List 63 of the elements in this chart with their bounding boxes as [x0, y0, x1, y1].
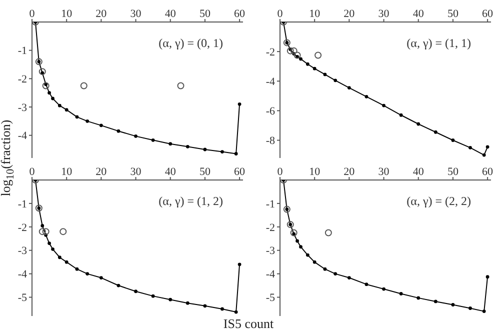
y-tick-label: -4: [18, 268, 28, 281]
point: [42, 82, 50, 90]
x-tick-label: 0: [277, 166, 284, 178]
y-tick-label: -2: [18, 222, 27, 234]
x-tick-label: 40: [164, 8, 176, 20]
y-tick-label: -1: [18, 45, 27, 58]
x-tick-label: 10: [309, 8, 321, 20]
line-series: [34, 180, 242, 314]
point: [80, 82, 88, 90]
x-tick-label: 50: [447, 8, 459, 20]
y-tick-label: -8: [266, 135, 276, 148]
x-tick-label: 40: [164, 166, 176, 178]
x-tick-label: 0: [277, 8, 284, 20]
point: [60, 228, 67, 236]
y-tick-label: -5: [266, 292, 276, 304]
x-tick-label: 30: [378, 166, 390, 178]
line-series: [282, 22, 490, 157]
annotation: (α, γ) = (1, 2): [158, 194, 223, 209]
x-axis-title: IS5 count: [222, 316, 275, 332]
x-tick-label: 30: [130, 8, 142, 20]
y-tick-label: -2: [18, 74, 27, 86]
x-tick-label: 60: [482, 166, 494, 178]
point: [38, 228, 46, 236]
x-tick-label: 50: [199, 166, 211, 178]
x-tick-label: 20: [96, 166, 108, 178]
y-tick-label: -2: [266, 46, 275, 58]
y-tick-label: -2: [266, 222, 275, 234]
x-tick-label: 30: [378, 8, 390, 20]
y-tick-label: -6: [266, 106, 276, 118]
y-tick-label: -4: [266, 268, 276, 281]
annotation: (α, γ) = (0, 1): [158, 36, 223, 51]
annotation: (α, γ) = (1, 1): [406, 36, 471, 51]
y-tick-label: -3: [18, 245, 28, 258]
x-tick-label: 10: [61, 8, 73, 20]
x-tick-label: 10: [309, 166, 321, 178]
x-tick-label: 0: [29, 8, 36, 20]
point: [324, 229, 332, 236]
y-tick-label: -1: [18, 198, 27, 210]
x-tick-label: 30: [130, 166, 142, 178]
x-tick-label: 20: [344, 166, 356, 178]
y-tick-label: -4: [266, 76, 276, 88]
x-tick-label: 40: [412, 166, 424, 178]
x-tick-label: 50: [199, 8, 211, 20]
y-tick-label: -3: [266, 245, 276, 258]
x-tick-label: 50: [447, 166, 459, 178]
x-tick-label: 20: [344, 8, 356, 20]
x-tick-label: 20: [96, 8, 108, 20]
point: [177, 82, 184, 90]
line-series: [34, 22, 242, 156]
annotation: (α, γ) = (2, 2): [406, 194, 471, 209]
x-tick-label: 60: [234, 8, 246, 20]
x-tick-label: 10: [61, 166, 73, 178]
x-tick-label: 60: [234, 166, 246, 178]
y-tick-label: -3: [18, 102, 28, 114]
y-tick-label: -4: [18, 130, 28, 142]
point: [42, 228, 50, 236]
x-tick-label: 60: [482, 8, 494, 20]
point: [38, 68, 46, 76]
y-tick-label: -1: [266, 198, 275, 210]
x-tick-label: 0: [29, 166, 36, 178]
x-tick-label: 40: [412, 8, 424, 20]
point: [290, 229, 298, 236]
y-tick-label: -5: [18, 292, 28, 304]
